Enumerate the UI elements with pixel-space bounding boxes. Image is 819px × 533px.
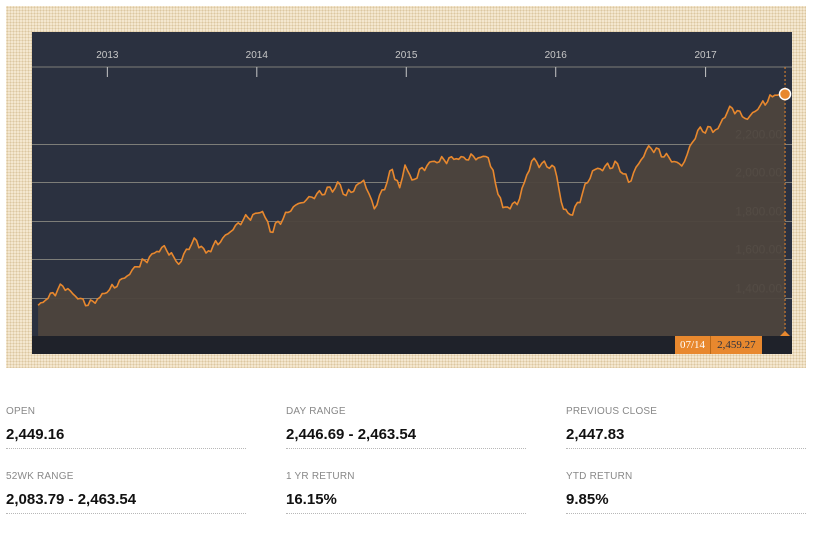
x-tick-label: 2015 [395, 50, 418, 61]
stat-value: 2,449.16 [6, 426, 65, 443]
current-marker-triangle [780, 331, 791, 336]
stat-label: 52WK RANGE [6, 471, 74, 482]
price-readout: 07/14 2,459.27 [675, 336, 762, 354]
x-tick-label: 2014 [246, 50, 269, 61]
stat-value: 9.85% [566, 491, 609, 508]
price-chart[interactable]: 1,400.001,600.001,800.002,000.002,200.00… [32, 32, 792, 354]
stat-ytd-return: YTD RETURN 9.85% [566, 463, 806, 514]
stat-value: 16.15% [286, 491, 337, 508]
stat-label: YTD RETURN [566, 471, 633, 482]
price-area [38, 93, 786, 336]
stat-day-range: DAY RANGE 2,446.69 - 2,463.54 [286, 398, 526, 449]
stat-52wk-range: 52WK RANGE 2,083.79 - 2,463.54 [6, 463, 246, 514]
stats-panel: OPEN 2,449.16 DAY RANGE 2,446.69 - 2,463… [6, 398, 806, 528]
x-tick-label: 2013 [96, 50, 119, 61]
readout-value: 2,459.27 [710, 336, 762, 354]
stat-label: PREVIOUS CLOSE [566, 406, 658, 417]
x-tick-label: 2017 [694, 50, 717, 61]
stat-label: OPEN [6, 406, 36, 417]
stat-value: 2,447.83 [566, 426, 625, 443]
stat-previous-close: PREVIOUS CLOSE 2,447.83 [566, 398, 806, 449]
x-tick-label: 2016 [545, 50, 568, 61]
stat-label: 1 YR RETURN [286, 471, 355, 482]
chart-frame: 1,400.001,600.001,800.002,000.002,200.00… [6, 6, 806, 368]
stat-1yr-return: 1 YR RETURN 16.15% [286, 463, 526, 514]
x-axis-band [32, 336, 792, 354]
stat-value: 2,083.79 - 2,463.54 [6, 491, 137, 508]
stat-open: OPEN 2,449.16 [6, 398, 246, 449]
readout-date: 07/14 [675, 336, 711, 354]
price-line [37, 92, 786, 307]
current-point [778, 87, 792, 101]
stat-label: DAY RANGE [286, 406, 346, 417]
chart-panel[interactable]: 1,400.001,600.001,800.002,000.002,200.00… [32, 32, 792, 354]
stat-value: 2,446.69 - 2,463.54 [286, 426, 417, 443]
